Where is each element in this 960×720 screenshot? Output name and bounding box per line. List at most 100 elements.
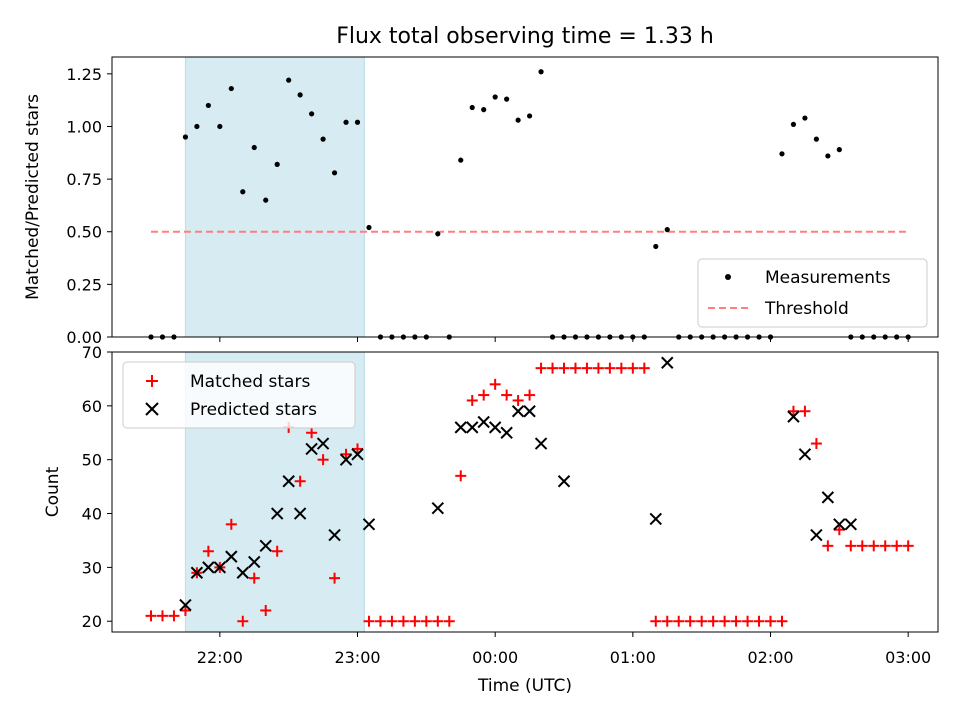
top-title: Flux total observing time = 1.33 h [336,24,714,49]
top-ticks: 0.00 0.25 0.50 0.75 1.00 1.25 [66,65,909,347]
bottom-x-axis-label: Time (UTC) [477,676,572,696]
matched-star-point [684,615,696,627]
top-y-tick-label: 0.50 [66,223,102,242]
top-y-tick-label: 1.00 [66,117,102,136]
bottom-legend-box [122,361,356,429]
predicted-star-point [500,426,513,439]
legend-measurements-marker [725,274,731,280]
matched-star-point [306,427,318,439]
bottom-y-tick-label: 30 [82,558,102,577]
bottom-ticks: 22:00 23:00 00:00 01:00 02:00 03:00 20 30 40 50 60… [82,343,932,667]
predicted-star-point [810,528,823,542]
predicted-star-point [236,566,249,579]
measurement-point [653,243,659,250]
top-legend: Measurements Threshold [697,258,928,328]
predicted-star-x-b [557,475,571,488]
predicted-star-point [362,518,376,531]
matched-star-point [420,615,432,627]
matched-star-point [352,443,364,455]
matched-star-point [558,362,570,374]
matched-star-point [627,362,639,374]
bottom-x-tick-label: 23:00 [334,648,380,667]
measurement-point [779,151,785,157]
predicted-star-x-b [362,518,376,531]
predicted-star-x-b [190,566,204,579]
matched-star-point [501,389,513,401]
predicted-star-x-b [466,421,479,434]
top-y-tick-label: 0.75 [66,170,102,189]
bottom-y-axis-label: Count [43,466,63,517]
predicted-star-point [431,501,445,515]
matched-star-point [856,540,868,552]
matched-star-point [765,615,777,627]
predicted-star-point [282,475,295,488]
matched-star-point [317,454,329,466]
predicted-star-point [833,518,846,531]
predicted-star-point [339,453,353,466]
predicted-star-x-b [259,539,272,553]
measurement-point [309,111,315,117]
predicted-star-point [454,421,467,434]
matched-star-point [776,615,788,627]
measurement-point [182,134,189,140]
bottom-x-tick-label: 01:00 [610,648,656,667]
bottom-axes-frame [111,351,939,633]
matched-star-point [845,540,857,552]
bottom-y-tick-label: 50 [82,451,102,470]
measurement-point [194,123,200,130]
measurement-point [481,107,487,113]
predicted-star-point [477,415,490,429]
bottom-y-tick-label: 20 [82,612,102,631]
predicted-star-point [534,437,548,450]
measurement-point [836,147,842,153]
predicted-star-point [316,437,330,450]
top-y-tick-label: 1.25 [66,65,102,84]
predicted-star-point [328,528,341,542]
legend-predicted-label: Predicted stars [190,400,317,420]
matched-star-point [271,545,283,557]
matched-star-point [432,615,444,627]
matched-star-point [386,615,398,627]
top-y-axis-label: Matched/Predicted stars [23,94,43,300]
matched-star-point [145,610,157,622]
matched-star-point [833,524,845,536]
measurement-point [802,115,808,121]
top-y-tick-label: 0.00 [66,328,102,347]
bottom-x-tick-label: 00:00 [472,648,518,667]
predicted-star-point [202,561,215,574]
matched-star-point [650,615,662,627]
matched-star-point [707,615,719,627]
legend-matched-marker [146,375,158,387]
matched-star-point [329,572,341,584]
matched-star-point [719,615,731,627]
predicted-star-point [259,539,272,553]
predicted-star-x-b [500,426,513,439]
bottom-marks [145,356,914,627]
matched-star-point [891,540,903,552]
matched-star-point [868,540,880,552]
predicted-star-point [798,448,812,461]
top-observing-window [184,56,365,338]
matched-star-point [592,362,604,374]
bottom-x-tick-label: 22:00 [197,648,243,667]
measurement-point [813,136,819,142]
matched-star-point [673,615,685,627]
predicted-star-point [190,566,204,579]
predicted-star-point [523,405,536,418]
matched-star-point [730,615,742,627]
measurement-point [217,123,223,130]
matched-star-point [661,615,673,627]
predicted-star-point [821,491,835,504]
predicted-star-x-b [225,550,238,563]
top-y-tick-label: 0.25 [66,275,102,294]
matched-star-point [547,362,559,374]
matched-star-point [810,438,822,450]
measurement-point [526,113,533,119]
matched-star-point [615,362,627,374]
predicted-star-x-b [844,518,858,531]
predicted-star-x-b [649,512,662,526]
matched-star-point [156,610,168,622]
measurement-point [492,94,498,100]
predicted-star-point [787,410,800,423]
